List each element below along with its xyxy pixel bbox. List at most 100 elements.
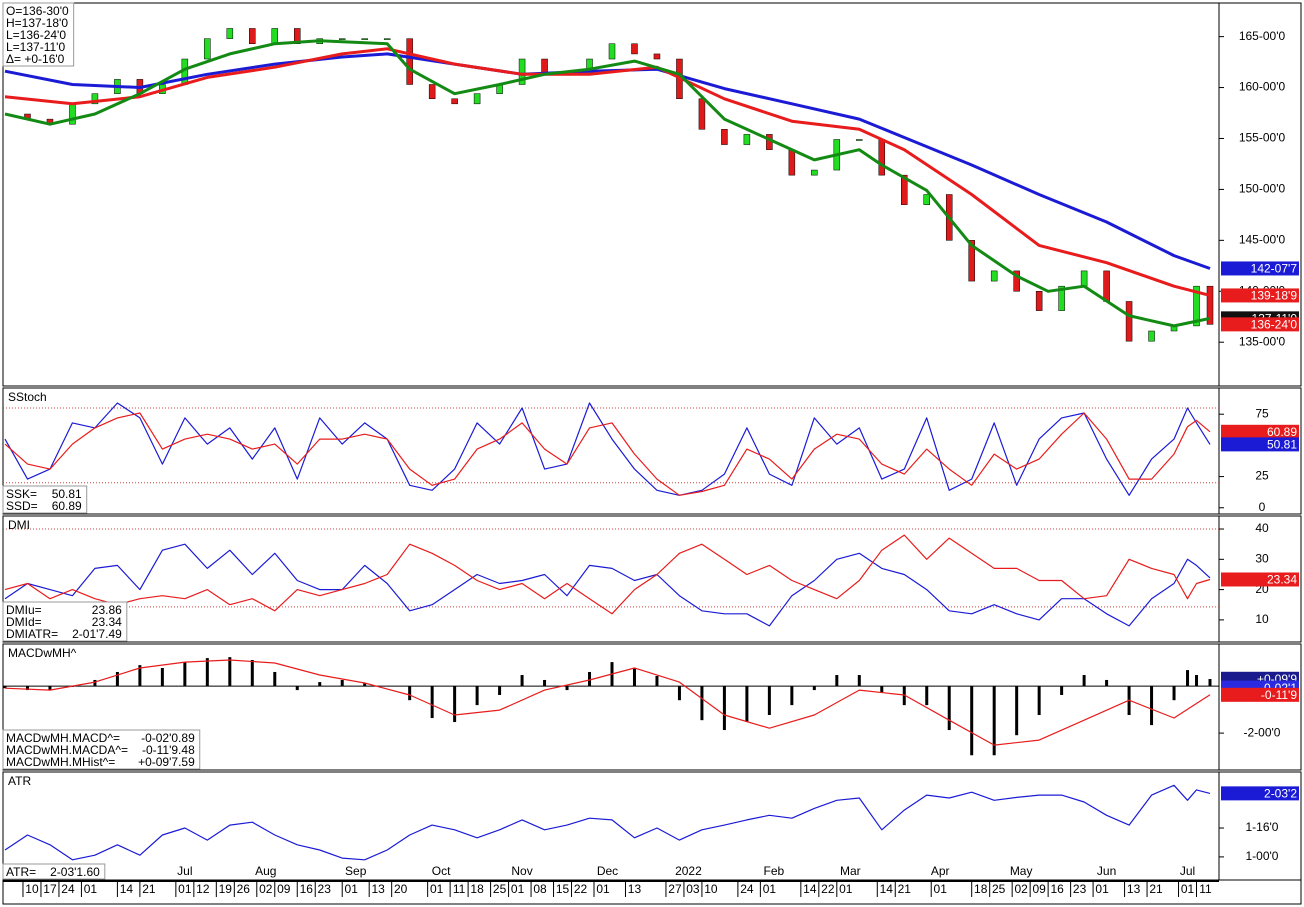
candle bbox=[878, 139, 886, 176]
x-tick-label: 20 bbox=[394, 882, 408, 896]
candle bbox=[1125, 301, 1133, 342]
readout-background bbox=[2, 2, 75, 67]
x-tick-label: 10 bbox=[25, 882, 39, 896]
month-label: Jul bbox=[177, 864, 192, 878]
x-tick-label: 13 bbox=[1127, 882, 1141, 896]
y-tick-label: 155-00'0 bbox=[1239, 131, 1286, 145]
plot-area bbox=[3, 657, 1219, 756]
month-label: May bbox=[1010, 864, 1033, 878]
panel-frame bbox=[2, 643, 1302, 771]
readout-box: SSK= 50.81 SSD= 60.89 bbox=[2, 485, 88, 514]
candle bbox=[361, 38, 368, 40]
x-tick-label: 10 bbox=[704, 882, 718, 896]
x-tick-label: 22 bbox=[574, 882, 588, 896]
candle bbox=[1193, 285, 1200, 327]
candle bbox=[1148, 330, 1155, 342]
readout-background bbox=[2, 601, 128, 642]
candle bbox=[383, 38, 391, 40]
candle bbox=[518, 58, 526, 85]
price-flag-label: 139-18'9 bbox=[1251, 289, 1298, 303]
candle bbox=[1058, 285, 1065, 311]
x-tick-label: 16 bbox=[1050, 882, 1064, 896]
y-tick-label: 150-00'0 bbox=[1239, 182, 1286, 196]
x-tick-label: 13 bbox=[372, 882, 386, 896]
readout-value: 60.89 bbox=[52, 499, 82, 513]
x-tick-label: 24 bbox=[61, 882, 75, 896]
y-tick-label: 10 bbox=[1255, 612, 1269, 626]
x-tick-label: 21 bbox=[1149, 882, 1163, 896]
y-tick-label: 40 bbox=[1255, 521, 1269, 535]
readout-value: +0-09'7.59 bbox=[138, 755, 195, 769]
readout-box: ATR= 2-03'1.60 bbox=[2, 863, 106, 880]
candle bbox=[249, 28, 256, 44]
candle bbox=[69, 103, 76, 125]
candle bbox=[226, 28, 234, 39]
y-tick-label: 1-16'0 bbox=[1246, 820, 1279, 834]
x-tick-label: 27 bbox=[668, 882, 682, 896]
x-tick-label: 01 bbox=[839, 882, 853, 896]
readout: DMIu= bbox=[6, 603, 42, 617]
panel-title: ATR bbox=[8, 774, 31, 788]
x-tick-label: 01 bbox=[178, 882, 192, 896]
x-tick-label: 18 bbox=[974, 882, 988, 896]
candle bbox=[811, 169, 818, 176]
price-flag bbox=[1221, 687, 1299, 702]
y-tick-label: 0 bbox=[1259, 500, 1266, 514]
panel-title: DMI bbox=[8, 518, 30, 532]
month-label: Oct bbox=[432, 864, 451, 878]
info-line: H=137-18'0 bbox=[6, 16, 68, 30]
candle bbox=[788, 149, 796, 176]
panel-title: MACDwMH^ bbox=[8, 646, 77, 660]
candle bbox=[856, 139, 863, 141]
series-line bbox=[4, 412, 1211, 496]
panel-frame bbox=[2, 2, 1302, 387]
x-tick-label: 21 bbox=[142, 882, 156, 896]
price-flag-label: -0-11'9 bbox=[1261, 688, 1297, 702]
x-tick-label: 15 bbox=[556, 882, 570, 896]
x-tick-label: 11 bbox=[1199, 882, 1212, 896]
y-tick-label: 135-00'0 bbox=[1239, 334, 1286, 348]
candle bbox=[428, 84, 436, 100]
x-tick-label: 16 bbox=[300, 882, 314, 896]
x-tick-label: 01 bbox=[1095, 882, 1109, 896]
price-flag bbox=[1221, 317, 1299, 332]
month-label: Aug bbox=[255, 864, 276, 878]
x-tick-label: 12 bbox=[196, 882, 210, 896]
x-tick-label: 24 bbox=[740, 882, 754, 896]
x-tick-label: 01 bbox=[763, 882, 777, 896]
y-tick-label: -2-00'0 bbox=[1244, 725, 1281, 739]
price-flag-label: 60.89 bbox=[1267, 425, 1297, 439]
candle bbox=[1013, 270, 1020, 292]
candle bbox=[901, 174, 908, 205]
candle bbox=[451, 98, 458, 105]
price-flag bbox=[1221, 288, 1299, 303]
info-line: Δ= +0-16'0 bbox=[6, 52, 65, 66]
month-label: Dec bbox=[597, 864, 618, 878]
x-tick-label: 23 bbox=[1073, 882, 1087, 896]
x-tick-label: 14 bbox=[803, 882, 817, 896]
series-line bbox=[4, 659, 1211, 746]
candle bbox=[1080, 270, 1088, 287]
candle bbox=[721, 129, 728, 145]
x-tick-label: 01 bbox=[84, 882, 98, 896]
price-flag-label: 142-07'7 bbox=[1251, 262, 1298, 276]
x-tick-label: 01 bbox=[511, 882, 525, 896]
x-tick-label: 09 bbox=[1032, 882, 1046, 896]
readout: SSK= bbox=[6, 487, 37, 501]
candle bbox=[271, 28, 279, 44]
x-tick-label: 08 bbox=[533, 882, 547, 896]
x-tick-label: 19 bbox=[219, 882, 233, 896]
readout-value: 50.81 bbox=[52, 487, 82, 501]
readout-box: MACDwMH.MACD^= -0-02'0.89 MACDwMH.MACDA^= -… bbox=[2, 729, 201, 770]
y-tick-label: 25 bbox=[1255, 469, 1269, 483]
candle bbox=[1103, 270, 1110, 302]
x-tick-label: 11 bbox=[453, 882, 466, 896]
readout: MACDwMH.MACDA^= bbox=[6, 743, 128, 757]
price-flag-label: 23.34 bbox=[1267, 573, 1297, 587]
month-label: Jun bbox=[1097, 864, 1116, 878]
x-tick-label: 13 bbox=[628, 882, 642, 896]
series-line bbox=[4, 47, 1211, 297]
readout-background bbox=[2, 863, 106, 880]
series-line bbox=[4, 402, 1211, 496]
x-tick-label: 02 bbox=[259, 882, 273, 896]
